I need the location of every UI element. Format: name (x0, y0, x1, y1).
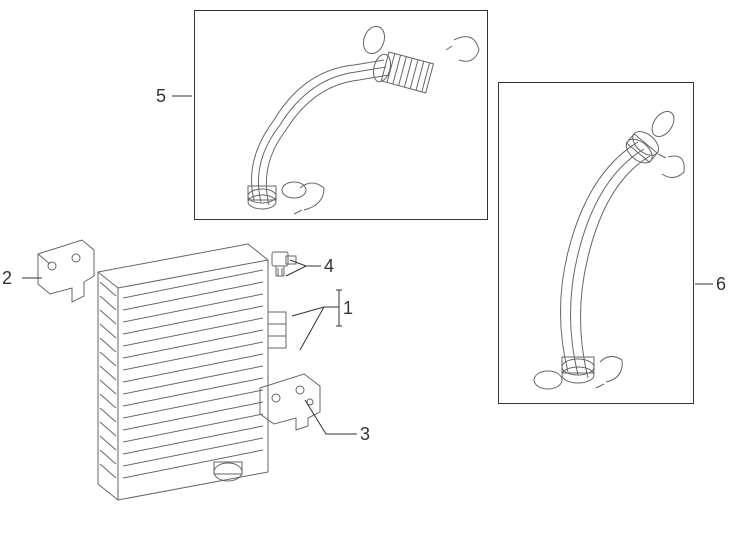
callout-1: 1 (343, 298, 353, 319)
callout-3: 3 (360, 424, 370, 445)
callout-5: 5 (156, 86, 166, 107)
callout-6: 6 (716, 274, 726, 295)
callout-4: 4 (324, 256, 334, 277)
callout-2: 2 (2, 268, 12, 289)
leader-lines (0, 0, 734, 540)
